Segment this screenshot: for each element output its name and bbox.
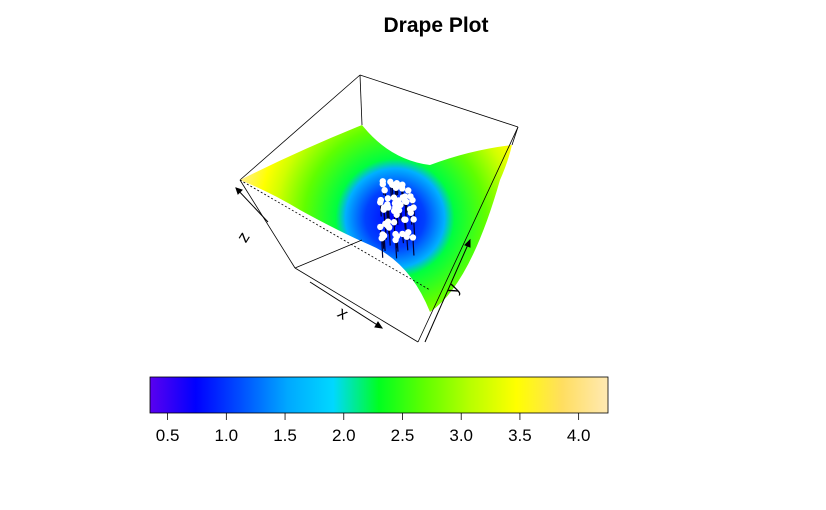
scatter-points xyxy=(377,178,417,259)
colorbar-box xyxy=(149,376,609,414)
colorbar-tick-label: 2.0 xyxy=(332,426,356,445)
scatter-point xyxy=(380,206,387,213)
scatter-stem xyxy=(381,238,384,258)
scatter-point xyxy=(401,193,409,200)
axis-arrows xyxy=(235,187,471,343)
scatter-point xyxy=(401,216,408,223)
scatter-point xyxy=(377,199,384,206)
scatter-point xyxy=(387,178,394,186)
box-hidden-edge xyxy=(239,179,431,291)
surface xyxy=(240,125,512,312)
axis-label-z: z xyxy=(233,228,254,245)
colorbar-tick-label: 4.0 xyxy=(567,426,591,445)
box-front xyxy=(239,126,519,343)
axis-label-x: x xyxy=(334,303,352,324)
scatter-point xyxy=(384,195,392,202)
scatter-point xyxy=(403,233,410,240)
scatter-point xyxy=(401,197,409,205)
scatter-point xyxy=(384,201,391,208)
scatter-point xyxy=(390,194,398,201)
scatter-point xyxy=(392,236,399,244)
scatter-point xyxy=(391,200,399,207)
scatter-point xyxy=(379,181,387,188)
scatter-point xyxy=(377,223,384,231)
scatter-point xyxy=(398,182,405,189)
colorbar: 0.5 1.0 1.5 2.0 2.5 3.0 3.5 4.0 xyxy=(149,376,609,445)
scatter-point xyxy=(381,187,388,194)
chart-title: Drape Plot xyxy=(383,14,489,37)
scatter-point xyxy=(409,234,417,241)
scatter-point xyxy=(380,232,388,239)
colorbar-tick-label: 0.5 xyxy=(156,426,180,445)
colorbar-tick-label: 1.5 xyxy=(273,426,297,445)
colorbar-tick-label: 3.5 xyxy=(508,426,532,445)
colorbar-tick-label: 2.5 xyxy=(391,426,415,445)
scatter-point xyxy=(390,207,398,215)
scatter-point xyxy=(390,219,398,226)
scatter-point xyxy=(405,187,412,194)
colorbar-tick-label: 3.0 xyxy=(449,426,473,445)
scatter-point xyxy=(407,193,414,200)
scatter-point xyxy=(410,216,417,223)
scatter-point xyxy=(407,209,415,216)
colorbar-tick-label: 1.0 xyxy=(215,426,239,445)
box-back xyxy=(239,74,519,181)
scatter-point xyxy=(382,220,389,228)
